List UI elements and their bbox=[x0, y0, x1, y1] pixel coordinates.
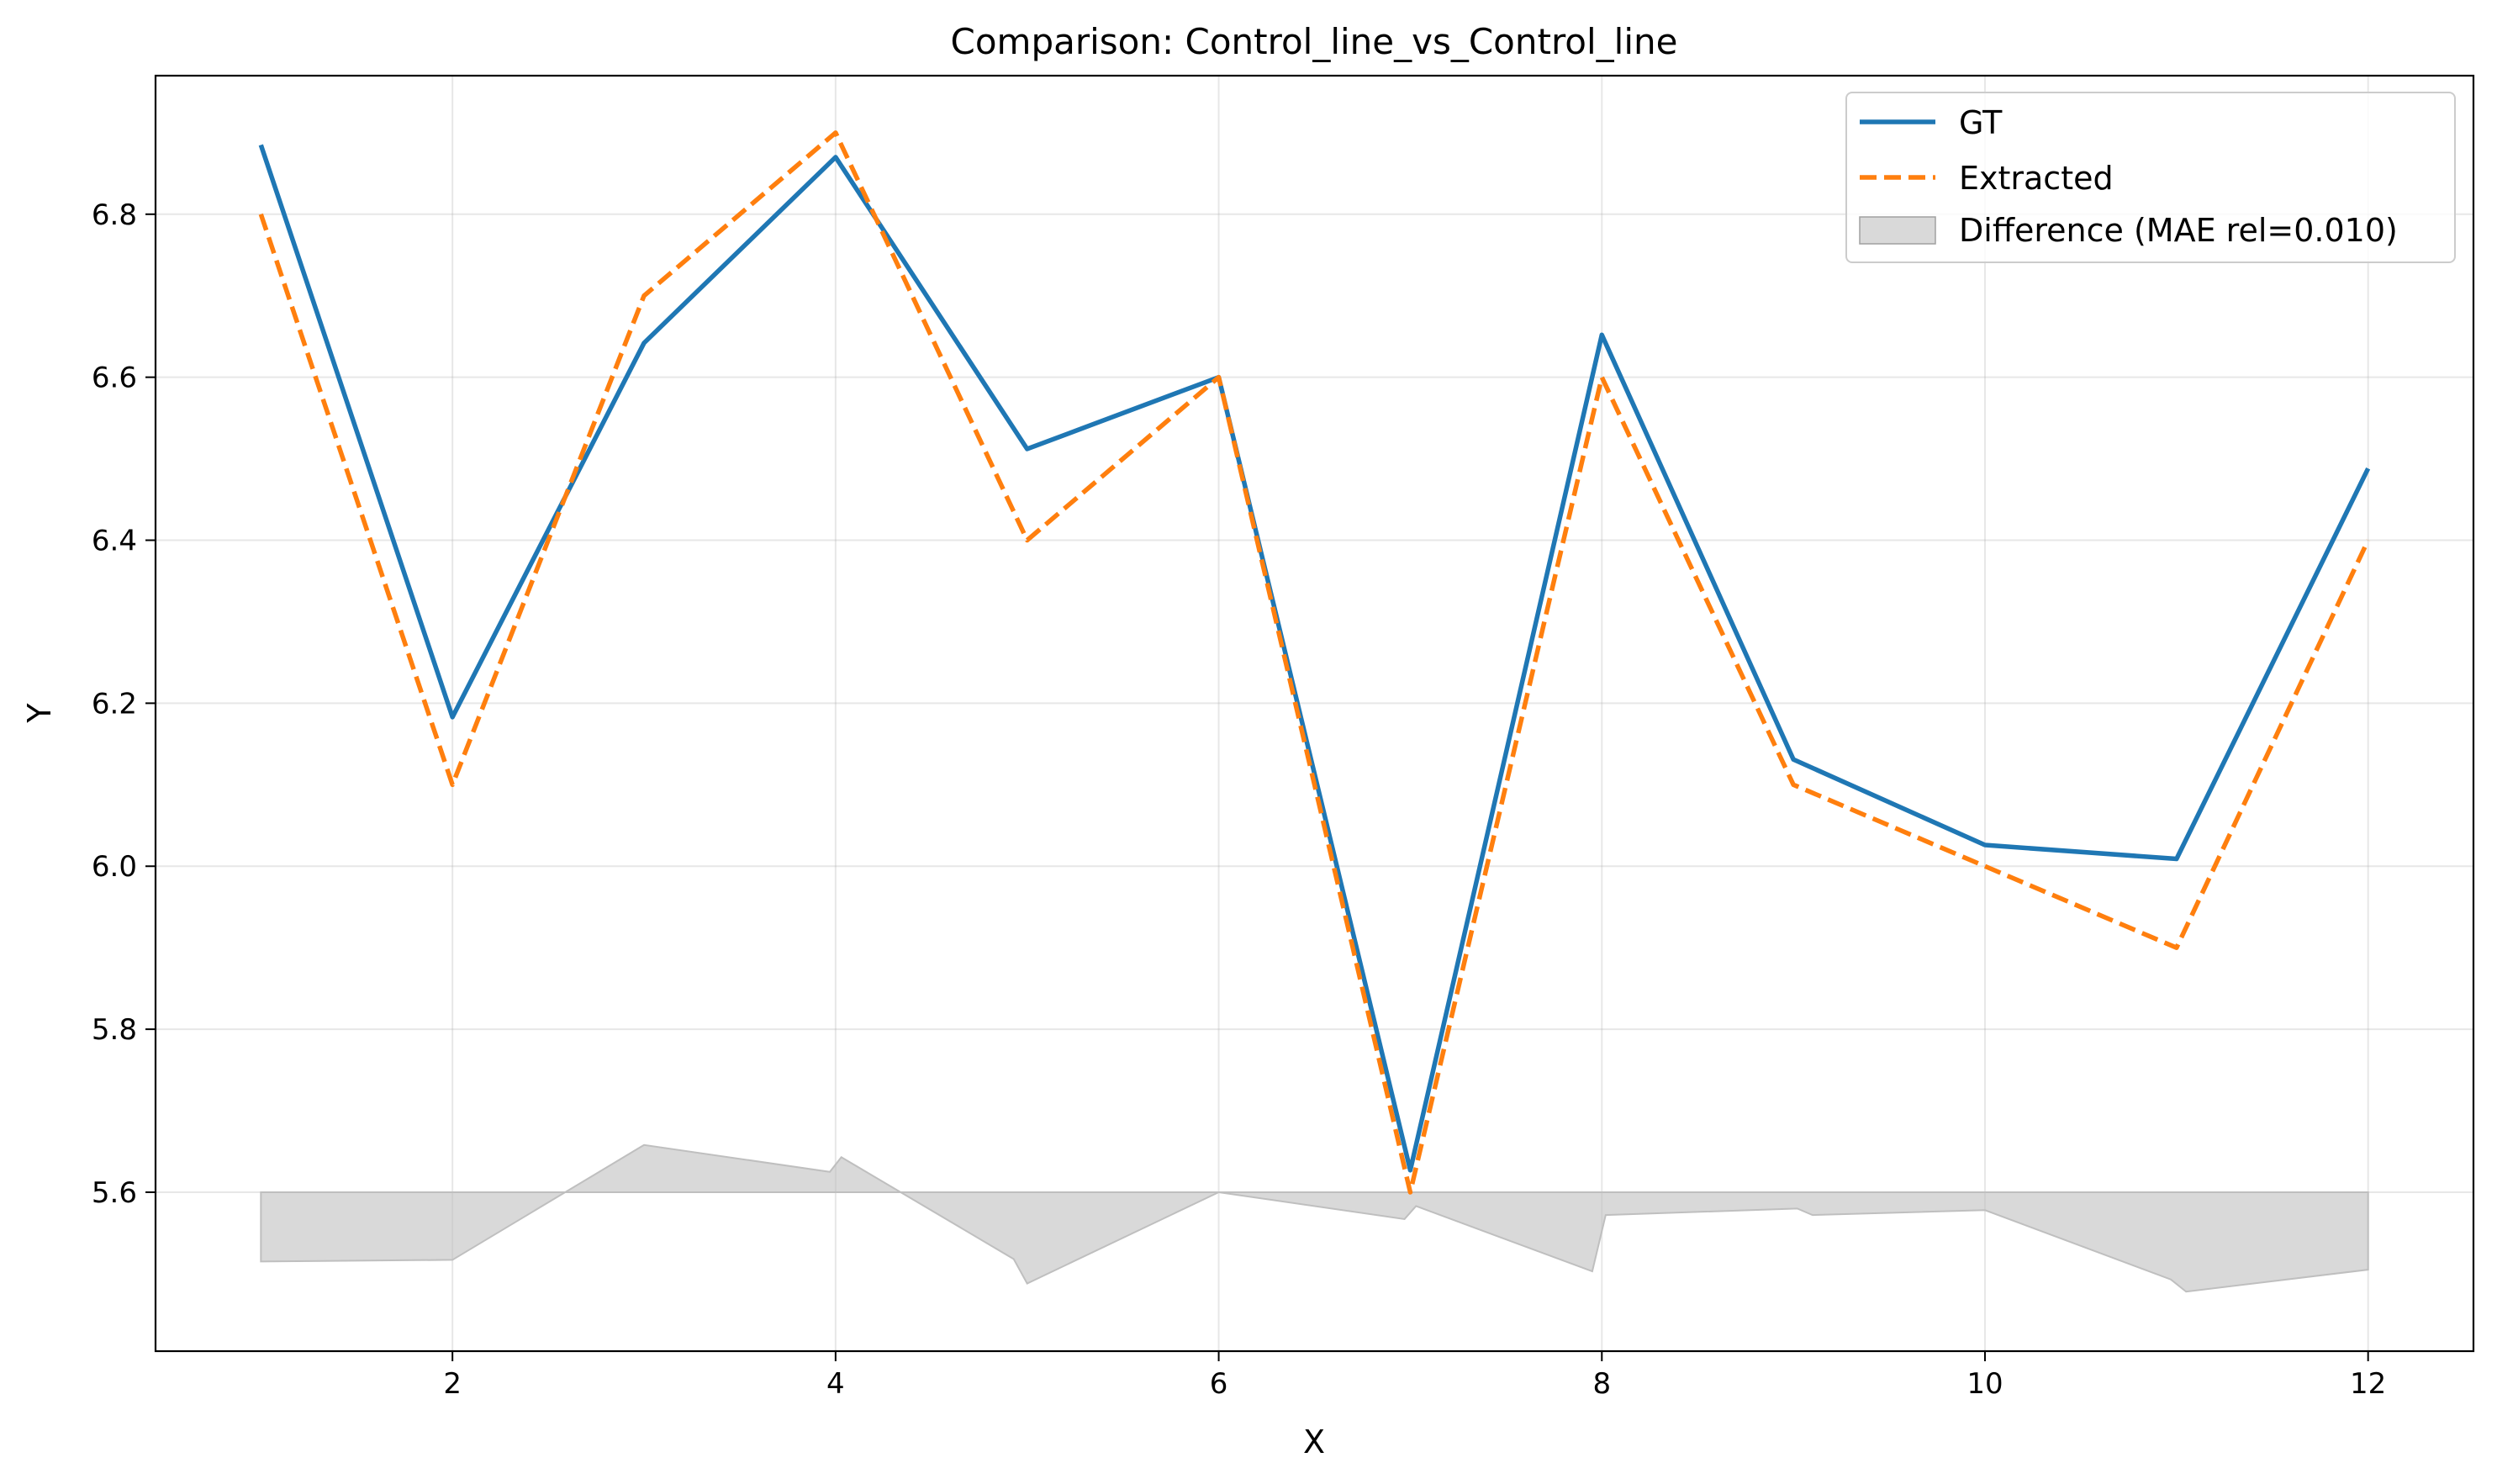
legend-difference-label: Difference (MAE rel=0.010) bbox=[1959, 212, 2398, 249]
y-tick-label: 6.8 bbox=[92, 198, 137, 232]
x-tick-label: 12 bbox=[2350, 1367, 2386, 1401]
chart-title: Comparison: Control_line_vs_Control_line bbox=[951, 21, 1678, 62]
y-tick-label: 5.8 bbox=[92, 1013, 137, 1047]
y-tick-label: 6.4 bbox=[92, 525, 137, 558]
y-tick-label: 6.2 bbox=[92, 687, 137, 721]
x-tick-label: 10 bbox=[1966, 1367, 2003, 1401]
legend-box bbox=[1845, 92, 2456, 263]
legend: GT Extracted Difference (MAE rel=0.010) bbox=[1845, 92, 2456, 263]
x-axis-ticks: 2 4 6 8 10 12 bbox=[443, 1351, 2386, 1401]
legend-difference-swatch bbox=[1859, 216, 1936, 245]
x-tick-label: 6 bbox=[1210, 1367, 1228, 1401]
x-tick-label: 4 bbox=[826, 1367, 845, 1401]
y-tick-label: 6.6 bbox=[92, 362, 137, 395]
x-tick-label: 8 bbox=[1592, 1367, 1611, 1401]
legend-extracted-label: Extracted bbox=[1959, 160, 2114, 197]
series-layer bbox=[258, 130, 2371, 1195]
y-axis-label: Y bbox=[21, 703, 58, 724]
plot-frame bbox=[154, 74, 2475, 1353]
extracted-series-line bbox=[258, 130, 2371, 1195]
y-axis-ticks: 5.6 5.8 6.0 6.2 6.4 6.6 6.8 bbox=[92, 198, 156, 1210]
gt-series-line bbox=[258, 144, 2371, 1173]
y-tick-label: 5.6 bbox=[92, 1176, 137, 1210]
x-axis-label: X bbox=[1303, 1423, 1325, 1460]
y-tick-label: 6.0 bbox=[92, 850, 137, 884]
difference-area bbox=[260, 1143, 2369, 1293]
legend-gt-label: GT bbox=[1959, 104, 2003, 141]
difference-area-layer bbox=[260, 1143, 2369, 1293]
x-tick-label: 2 bbox=[443, 1367, 462, 1401]
